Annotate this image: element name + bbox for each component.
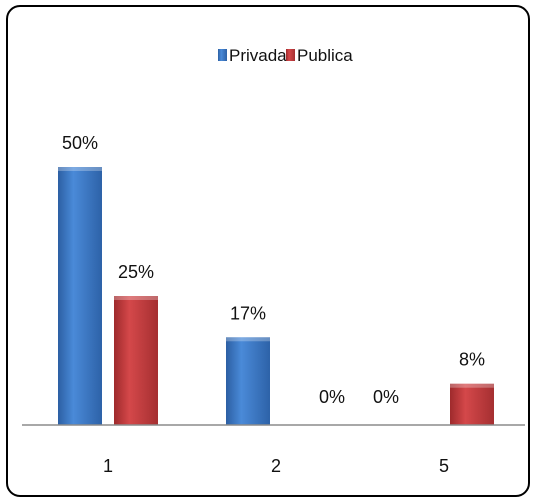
bar-highlight-publica-1 xyxy=(114,296,158,300)
bar-privada-2 xyxy=(226,337,270,425)
data-label-privada-1: 50% xyxy=(62,133,98,153)
bar-highlight-privada-2 xyxy=(226,337,270,342)
legend-label-privada: Privada xyxy=(229,46,287,65)
x-tick-2: 2 xyxy=(271,456,281,476)
x-tick-1: 1 xyxy=(103,456,113,476)
bar-publica-5 xyxy=(450,383,494,425)
bar-highlight-privada-1 xyxy=(58,167,102,171)
bar-publica-1 xyxy=(114,296,158,425)
data-label-privada-5: 0% xyxy=(373,387,399,407)
legend-swatch-publica xyxy=(286,49,295,61)
x-tick-labels: 1 2 5 xyxy=(103,456,449,476)
legend-swatch-privada xyxy=(218,49,227,61)
bars-group xyxy=(58,167,494,425)
x-tick-5: 5 xyxy=(439,456,449,476)
data-label-publica-1: 25% xyxy=(118,262,154,282)
data-label-publica-2: 0% xyxy=(319,387,345,407)
data-label-publica-5: 8% xyxy=(459,350,485,370)
legend: Privada Publica xyxy=(218,46,353,65)
bar-highlight-publica-5 xyxy=(450,383,494,388)
data-label-privada-2: 17% xyxy=(230,303,266,323)
legend-label-publica: Publica xyxy=(297,46,353,65)
data-labels-group: 50% 25% 17% 0% 0% 8% xyxy=(62,133,485,407)
bar-privada-1 xyxy=(58,167,102,425)
